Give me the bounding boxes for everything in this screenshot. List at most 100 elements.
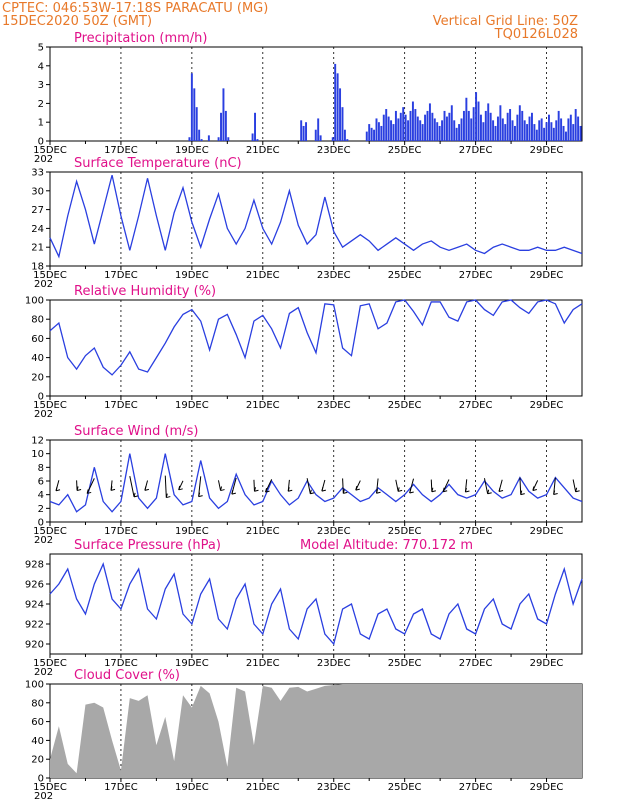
precip-bar (438, 125, 441, 141)
precip-bar (380, 125, 383, 141)
y-tick-label: 27 (31, 205, 44, 216)
precip-bar (567, 118, 570, 141)
header-station: CPTEC: 046:53W-17:18S PARACATU (MG) (2, 1, 268, 16)
y-tick-label: 8 (38, 463, 44, 474)
wind-arrow-head (55, 486, 58, 491)
precip-bar (373, 129, 376, 141)
precip-bar (501, 118, 504, 141)
x-tick-label: 15DEC (33, 782, 67, 793)
precip-bar (436, 122, 439, 141)
y-tick-label: 2 (38, 99, 44, 110)
precip-bar (579, 125, 582, 141)
precip-bar (543, 127, 546, 141)
precip-bar (521, 110, 524, 141)
precip-bar (343, 129, 346, 141)
wind-arrow (306, 478, 311, 494)
y-tick-label: 928 (25, 560, 44, 571)
y-tick-label: 1 (38, 118, 44, 129)
precip-bar (552, 127, 555, 141)
wind-arrow-head (487, 492, 492, 495)
precip-bar (334, 63, 337, 141)
x-year-stub: 202 (34, 409, 53, 420)
y-tick-label: 80 (31, 315, 44, 326)
precip-bar (365, 131, 368, 141)
y-tick-label: 12 (31, 436, 44, 447)
wind-arrow-head (220, 486, 223, 491)
x-tick-label: 21DEC (246, 782, 280, 793)
wind-arrow (395, 479, 399, 492)
x-tick-label: 23DEC (317, 145, 351, 156)
series-line (49, 174, 583, 259)
x-tick-label: 27DEC (459, 145, 493, 156)
precip-bar (426, 110, 429, 141)
y-tick-label: 4 (38, 61, 44, 72)
wind-arrow-head (355, 486, 358, 491)
wind-arrow (519, 477, 522, 495)
precip-bar (190, 73, 193, 141)
precip-bar (518, 105, 521, 141)
x-tick-label: 25DEC (388, 658, 422, 669)
wind-arrow-head (409, 491, 414, 494)
precip-bar (188, 137, 191, 141)
precip-bar (224, 110, 227, 141)
x-tick-label: 25DEC (388, 145, 422, 156)
wind-arrow-head (442, 487, 445, 492)
x-tick-label: 19DEC (175, 400, 209, 411)
wind-arrow-head (498, 487, 501, 492)
precip-bar (254, 112, 256, 141)
x-tick-label: 15DEC (33, 526, 67, 537)
x-tick-label: 27DEC (459, 658, 493, 669)
x-tick-label: 25DEC (388, 270, 422, 281)
y-tick-label: 80 (31, 698, 44, 709)
precip-bar (385, 109, 388, 141)
precip-bar (411, 101, 414, 141)
precip-bar (404, 114, 407, 141)
x-tick-label: 21DEC (246, 145, 280, 156)
precip-bar (390, 120, 393, 141)
header-grid-line: Vertical Grid Line: 50Z (433, 14, 578, 29)
x-tick-label: 25DEC (388, 782, 422, 793)
precip-bar (545, 122, 548, 141)
precip-bar (577, 116, 580, 141)
panel-3: 15DEC 17DEC 19DEC 21DEC 23DEC 25DEC 27DEC 29DEC… (31, 424, 583, 546)
precip-bar (407, 120, 410, 141)
x-tick-label: 23DEC (317, 658, 351, 669)
precip-bar (489, 112, 492, 141)
wind-arrow-head (287, 487, 290, 492)
wind-arrow-head (376, 489, 379, 494)
y-tick-label: 60 (31, 334, 44, 345)
x-tick-label: 19DEC (175, 270, 209, 281)
precip-bar (455, 127, 458, 141)
precip-bar (523, 120, 526, 141)
precip-bar (305, 122, 308, 141)
precip-bar (198, 129, 201, 141)
x-tick-label: 19DEC (175, 782, 209, 793)
precip-bar (375, 118, 378, 141)
x-year-stub: 202 (34, 667, 53, 678)
wind-arrow-head (220, 489, 225, 492)
precip-bar (462, 110, 465, 141)
x-tick-label: 23DEC (317, 782, 351, 793)
precip-bar (200, 139, 203, 141)
wind-arrow-head (144, 488, 150, 491)
wind-arrow-head (87, 491, 92, 494)
x-tick-label: 29DEC (530, 782, 564, 793)
precip-bar (513, 125, 516, 141)
x-year-stub: 202 (34, 535, 53, 546)
precip-bar (533, 124, 536, 141)
wind-arrow-head (575, 490, 580, 493)
precip-bar (487, 103, 490, 141)
precip-bar (227, 137, 230, 141)
precip-bar (207, 135, 210, 141)
series-line (49, 453, 583, 513)
panel-1: 15DEC 17DEC 19DEC 21DEC 23DEC 25DEC 27DEC 29DEC… (31, 156, 583, 290)
wind-arrow-head (355, 488, 360, 491)
wind-arrow-head (144, 486, 147, 491)
y-tick-label: 40 (31, 736, 44, 747)
precip-bar (314, 129, 317, 141)
precip-bar (560, 118, 563, 141)
precip-bar (450, 105, 453, 141)
wind-arrow (483, 478, 489, 494)
wind-arrow (164, 475, 167, 498)
y-tick-label: 4 (38, 490, 44, 501)
